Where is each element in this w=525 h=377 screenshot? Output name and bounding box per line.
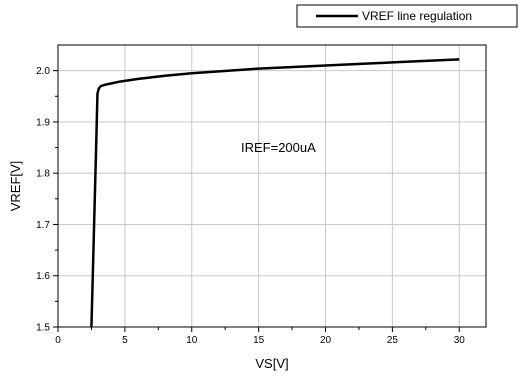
axis-ticks: 0 5 10 15 20 25 30 1.5 1.6 1.7 1.8 1.9 2.0 bbox=[36, 66, 465, 346]
x-tick-label: 15 bbox=[253, 335, 265, 346]
y-tick-label: 1.9 bbox=[36, 117, 50, 128]
legend: VREF line regulation bbox=[296, 4, 518, 28]
series-layer bbox=[90, 58, 460, 328]
x-axis-title: VS[V] bbox=[255, 356, 288, 371]
x-tick-label: 20 bbox=[320, 335, 332, 346]
series-line-vref bbox=[90, 58, 460, 328]
x-tick-label: 10 bbox=[186, 335, 198, 346]
x-tick-label: 0 bbox=[55, 335, 61, 346]
y-tick-label: 1.8 bbox=[36, 169, 50, 180]
x-tick-label: 5 bbox=[122, 335, 128, 346]
grid-lines bbox=[58, 45, 486, 327]
legend-box bbox=[296, 4, 518, 28]
x-tick-label: 25 bbox=[387, 335, 399, 346]
y-tick-label: 1.6 bbox=[36, 271, 50, 282]
plot-area-frame bbox=[57, 44, 487, 328]
legend-entry-label: VREF line regulation bbox=[362, 9, 472, 23]
y-tick-label: 2.0 bbox=[36, 66, 50, 77]
y-tick-label: 1.7 bbox=[36, 220, 50, 231]
y-axis-title: VREF[V] bbox=[8, 161, 23, 212]
x-tick-label: 30 bbox=[454, 335, 466, 346]
y-tick-label: 1.5 bbox=[36, 323, 50, 334]
annotation-iref: IREF=200uA bbox=[241, 140, 316, 155]
